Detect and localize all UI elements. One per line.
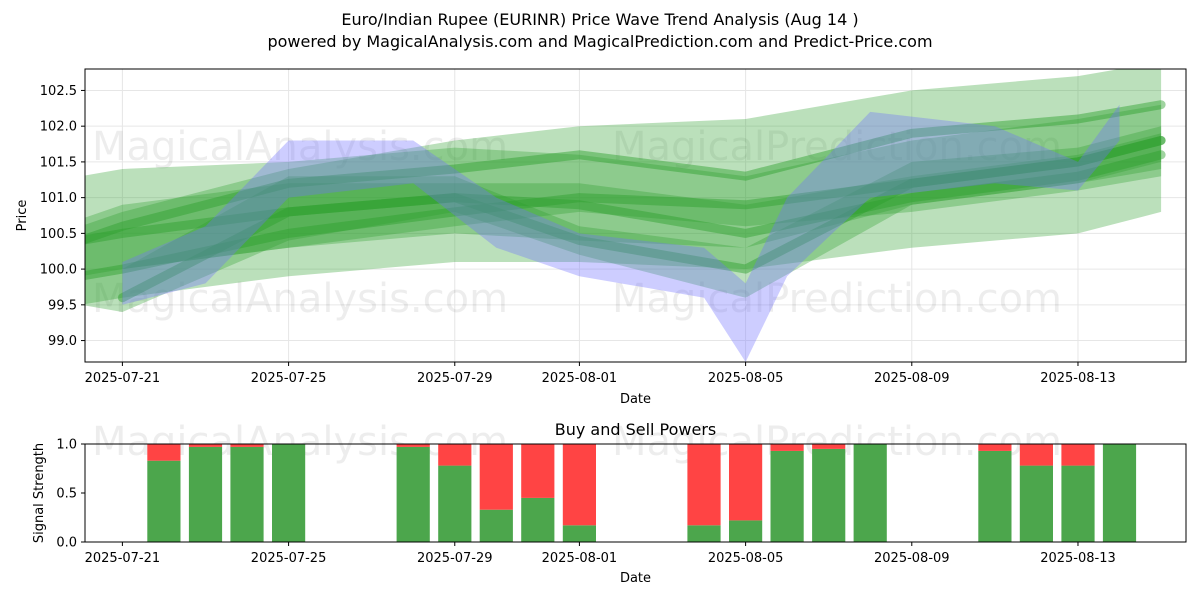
x-tick-label: 2025-07-21 (85, 371, 161, 386)
green-trend-line-7 (85, 100, 1166, 244)
green-band-1 (85, 69, 1162, 276)
blue-band-8 (122, 104, 1120, 362)
x-tick-label: 2025-07-25 (251, 551, 327, 566)
sell-bar (562, 444, 596, 526)
y-axis-label: Price (15, 200, 30, 232)
buy-bar (770, 450, 804, 542)
sell-bar (729, 444, 763, 521)
buy-bar (562, 525, 596, 542)
x-tick-label: 2025-08-05 (708, 371, 784, 386)
green-band-2 (85, 133, 1162, 276)
y-tick-label: 100.5 (40, 227, 77, 242)
x-axis-label: Date (620, 571, 651, 586)
sell-bar (1061, 444, 1095, 466)
x-tick-label: 2025-07-21 (85, 551, 161, 566)
sell-bar (521, 444, 555, 498)
watermark-text: MagicalAnalysis.com (92, 276, 508, 322)
y-tick-label: 0.5 (56, 487, 77, 502)
buy-bar (438, 465, 472, 542)
chart-title: Euro/Indian Rupee (EURINR) Price Wave Tr… (341, 10, 858, 29)
x-tick-label: 2025-08-01 (542, 371, 618, 386)
x-tick-label: 2025-07-29 (417, 551, 493, 566)
sell-bar (147, 444, 181, 461)
buy-bar (729, 520, 763, 542)
watermark-text: MagicalAnalysis.com (92, 124, 508, 170)
watermark-text: MagicalPrediction.com (612, 276, 1062, 322)
x-tick-label: 2025-08-01 (542, 551, 618, 566)
buy-bar (272, 444, 306, 542)
price-plot: MagicalAnalysis.com MagicalAnalysis.com Ma… (15, 68, 1187, 407)
sell-bar (978, 444, 1012, 451)
sell-bar (188, 444, 223, 447)
x-tick-label: 2025-07-29 (417, 371, 493, 386)
y-tick-label: 0.0 (56, 536, 77, 551)
x-axis-label: Date (620, 392, 651, 407)
y-tick-label: 99.5 (48, 298, 77, 313)
chart-subtitle: powered by MagicalAnalysis.com and Magic… (267, 32, 932, 51)
sell-bar (1019, 444, 1053, 466)
series-group (85, 69, 1166, 362)
y-tick-label: 101.0 (40, 191, 77, 206)
buy-bar (687, 525, 721, 542)
y-axis-label: Signal Strength (32, 443, 47, 543)
sell-bar (812, 444, 846, 449)
sell-bar (230, 444, 264, 447)
y-tick-label: 99.0 (48, 334, 77, 349)
x-tick-label: 2025-08-13 (1040, 551, 1116, 566)
buy-bar (1019, 465, 1053, 542)
x-tick-label: 2025-08-05 (708, 551, 784, 566)
green-trend-line-4 (85, 150, 1166, 245)
signal-plot-title: Buy and Sell Powers (555, 420, 717, 439)
sell-bar (687, 444, 721, 526)
x-tick-label: 2025-08-13 (1040, 371, 1116, 386)
buy-bar (521, 497, 555, 542)
buy-bar (396, 446, 430, 542)
x-tick-label: 2025-08-09 (874, 551, 950, 566)
buy-bar (853, 444, 887, 542)
buy-bar (978, 450, 1012, 542)
plot-frame (84, 68, 1187, 363)
buy-bar (147, 460, 181, 542)
x-tick-label: 2025-07-25 (251, 371, 327, 386)
buy-bar (188, 446, 223, 542)
green-trend-line-6 (117, 136, 1166, 303)
watermark-text: MagicalPrediction.com (612, 124, 1062, 170)
y-tick-label: 100.0 (40, 263, 77, 278)
x-tick-label: 2025-08-09 (874, 371, 950, 386)
green-band-0 (85, 104, 1162, 305)
sell-bar (438, 444, 472, 466)
y-tick-label: 1.0 (56, 438, 77, 453)
y-tick-label: 101.5 (40, 155, 77, 170)
sell-bar (770, 444, 804, 451)
y-tick-label: 102.0 (40, 120, 77, 135)
buy-bar (230, 446, 264, 542)
sell-bar (396, 444, 430, 447)
buy-bar (812, 448, 846, 542)
sell-bar (479, 444, 513, 510)
buy-bar (1061, 465, 1095, 542)
green-band-3 (85, 126, 1162, 312)
green-trend-line-5 (85, 136, 1166, 281)
buy-bar (479, 509, 513, 542)
y-tick-label: 102.5 (40, 84, 77, 99)
buy-bar (1102, 444, 1137, 542)
